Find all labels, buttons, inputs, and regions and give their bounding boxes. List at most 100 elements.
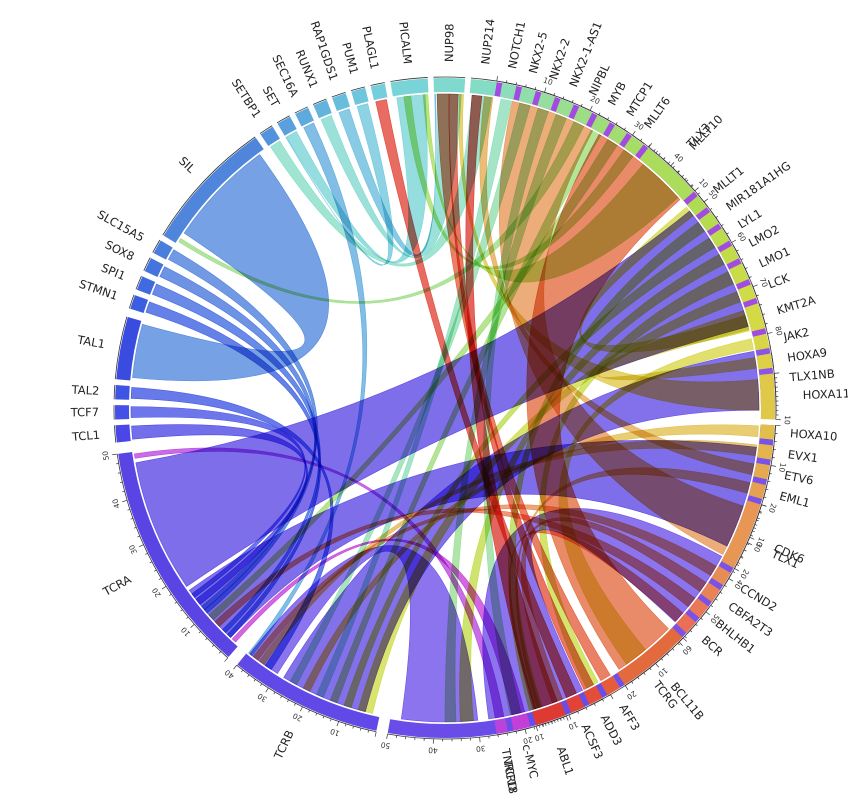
segment-outline [774, 425, 776, 440]
segment-arc-tal2 [115, 384, 130, 400]
ribbon-tcf7-tcra [130, 406, 306, 598]
tick-label: 40 [428, 746, 438, 755]
segment-outline [758, 302, 767, 329]
tick-mark [308, 709, 310, 713]
gene-label-bcr: BCR [699, 633, 726, 659]
ribbon-nipbl-sil [178, 121, 585, 304]
gene-label-aff3: AFF3 [616, 702, 643, 734]
tick-mark [746, 543, 750, 546]
tick-label: 20 [625, 689, 638, 702]
segment-arc-lck [737, 284, 757, 303]
ribbon-myb-tcrb [329, 129, 602, 704]
tick-label: 20 [150, 586, 163, 599]
tick-mark [233, 665, 237, 670]
gene-label-kmt2a: KMT2A [775, 293, 817, 318]
segment-arc-aff3 [600, 675, 620, 696]
segment-arc-spi1 [136, 276, 156, 295]
tick-mark [515, 731, 517, 734]
segment-outline [607, 688, 621, 697]
ribbon-tal2-tcrb [130, 387, 334, 670]
gene-label-tal2: TAL2 [70, 383, 99, 398]
tick-mark [138, 544, 144, 548]
gene-label-sil: SIL [176, 154, 198, 176]
tick-mark [218, 651, 222, 654]
tick-mark [678, 641, 683, 646]
segment-arc-bcr [676, 613, 696, 634]
gene-label-nkx2-5: NKX2-5 [526, 30, 550, 75]
tick-mark [224, 657, 229, 662]
segment-arc-picalm [390, 78, 429, 97]
gene-label-lck: LCK [766, 270, 792, 291]
tick-mark [169, 593, 172, 596]
segment-outline [648, 146, 696, 192]
tick-mark [737, 562, 741, 564]
tick-mark [533, 726, 536, 730]
tick-mark [241, 669, 244, 673]
tick-mark [352, 726, 354, 729]
segment-arc-eml1 [748, 481, 766, 499]
gene-label-etv6: ETV6 [783, 468, 815, 487]
tick-mark [161, 586, 167, 590]
tick-mark [598, 112, 601, 116]
segment-outline [751, 283, 758, 298]
gene-label-hoxa9: HOXA9 [786, 345, 828, 365]
tick-label: 50 [380, 740, 391, 751]
tick-mark [535, 726, 538, 732]
segment-outline [113, 384, 116, 400]
tick-mark [753, 527, 757, 529]
ribbon-ccnd2-tcrb [252, 504, 717, 661]
gene-label-lyl1: LYL1 [735, 206, 764, 231]
tick-mark [648, 143, 653, 148]
tick-mark [211, 644, 215, 648]
gene-label-tcl1: TCL1 [70, 428, 100, 444]
tick-mark [666, 653, 669, 656]
gene-label-tlx1nb: TLX1NB [788, 366, 835, 384]
tick-mark [186, 616, 189, 619]
segment-arc-hoxa11 [759, 373, 775, 420]
segment-arc-kmt2a [744, 303, 766, 332]
tick-mark [709, 207, 713, 211]
tick-mark [667, 161, 671, 164]
tick-mark [728, 578, 734, 582]
ribbon-jak2-tcrg [558, 338, 754, 665]
ribbon-lck-tcrb [357, 291, 741, 714]
tick-mark [767, 480, 771, 483]
gene-label-nup214: NUP214 [478, 18, 497, 65]
tick-mark [631, 681, 634, 684]
gene-label-lmo2: LMO2 [746, 222, 781, 250]
segment-outline [370, 82, 385, 86]
ribbon-pum1-set [285, 103, 394, 266]
tick-mark [715, 215, 719, 218]
tick-mark [637, 676, 640, 680]
tick-mark [640, 138, 643, 142]
tick-mark [697, 192, 700, 195]
tick-mark [694, 187, 699, 192]
gene-label-slc15a5: SLC15A5 [95, 207, 147, 244]
segment-outline [128, 294, 135, 309]
tick-mark [700, 617, 703, 620]
gene-label-plagl1: PLAGL1 [359, 25, 382, 71]
segment-arc-lmo2 [720, 245, 740, 265]
segment-outline [541, 91, 556, 97]
tick-label: 20 [589, 94, 602, 106]
gene-label-pum1: PUM1 [339, 41, 361, 76]
tick-mark [759, 511, 762, 513]
tick-mark [615, 122, 618, 125]
tick-label: 10 [697, 177, 710, 190]
tick-mark [762, 313, 766, 315]
segment-arc-lyl1 [710, 228, 730, 248]
tick-mark [677, 170, 680, 173]
tick-mark [273, 691, 276, 695]
segment-outline [116, 454, 229, 659]
gene-label-tcf7: TCF7 [70, 405, 99, 419]
tick-mark [672, 165, 675, 169]
tick-mark [145, 552, 148, 555]
segment-outline [312, 98, 327, 105]
tick-mark [715, 598, 718, 601]
tick-label: 10 [542, 76, 554, 88]
tick-label: 30 [256, 691, 269, 704]
segment-outline [571, 707, 586, 715]
gene-label-myb: MYB [605, 79, 629, 108]
segment-arc-sil [163, 137, 264, 243]
ribbon-lmo1-tcrd [539, 271, 734, 689]
